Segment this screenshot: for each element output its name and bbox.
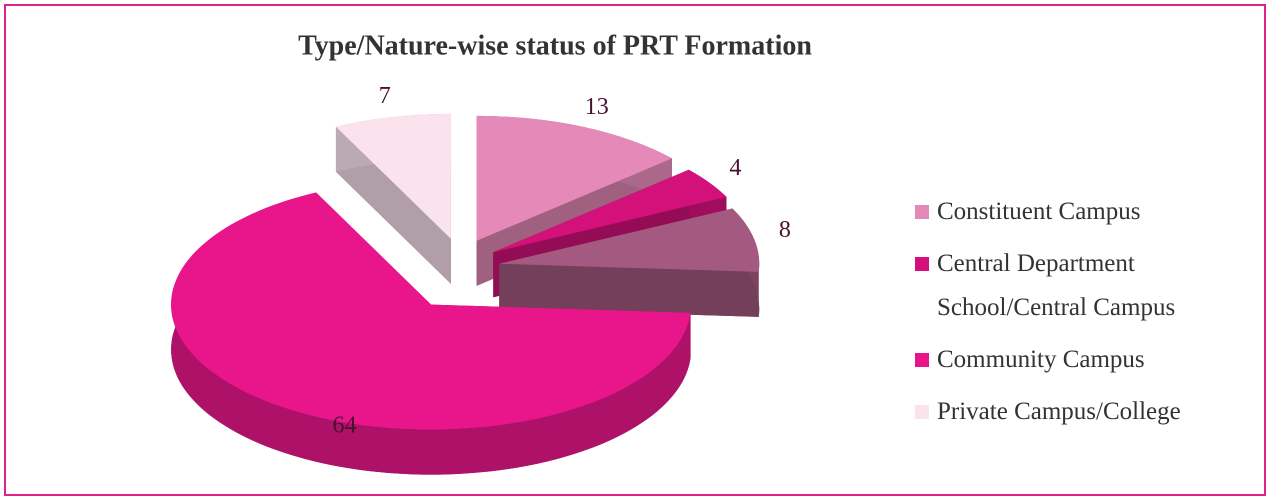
- legend-item: Community Campus: [915, 338, 1235, 382]
- data-label: 8: [779, 217, 791, 243]
- data-label: 4: [729, 155, 741, 181]
- legend-label: Central Department School/Central Campus: [937, 250, 1176, 321]
- chart-title: Type/Nature-wise status of PRT Formation: [298, 30, 812, 61]
- pie-slice: [493, 169, 727, 253]
- legend-swatch: [915, 405, 929, 419]
- legend-item: Constituent Campus: [915, 190, 1235, 234]
- slice-inner-wall: [499, 263, 759, 317]
- legend-item: Private Campus/College: [915, 390, 1235, 434]
- legend-label: Private Campus/College: [937, 398, 1181, 425]
- legend-swatch: [915, 257, 929, 271]
- legend-swatch: [915, 205, 929, 219]
- legend-item: Central Department School/Central Campus: [915, 242, 1235, 330]
- pie-slice: [171, 192, 691, 430]
- legend: Constituent Campus Central Department Sch…: [915, 190, 1235, 442]
- pie-slice: [476, 115, 672, 241]
- legend-label: Constituent Campus: [937, 198, 1141, 225]
- legend-swatch: [915, 353, 929, 367]
- frame: [4, 4, 1266, 496]
- legend-label: Community Campus: [937, 346, 1145, 373]
- slice-inner-wall: [335, 126, 451, 284]
- pie-slice: [335, 113, 451, 239]
- data-label: 13: [585, 94, 609, 120]
- data-label: 64: [332, 412, 356, 438]
- pie-slice: [499, 208, 760, 272]
- data-label: 7: [379, 83, 391, 109]
